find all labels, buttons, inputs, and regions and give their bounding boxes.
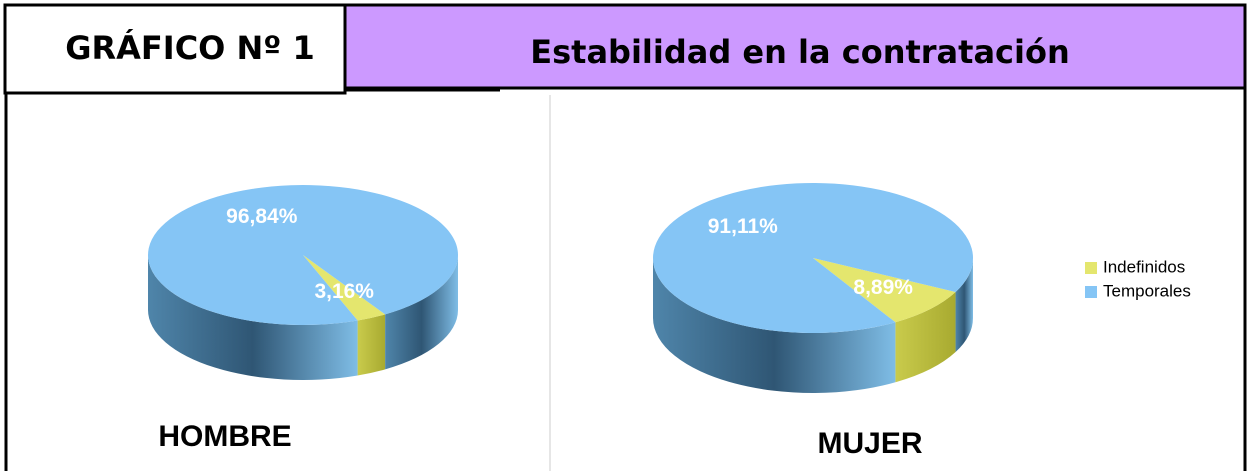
- header-title-box: [343, 3, 1247, 90]
- legend-label: Indefinidos: [1103, 257, 1185, 276]
- pie-side: [895, 292, 956, 383]
- data-label: 96,84%: [226, 205, 298, 228]
- pie-slice: [147, 185, 459, 326]
- chart-title: HOMBRE: [158, 420, 291, 453]
- pie-side: [385, 255, 458, 370]
- header-number: GRÁFICO Nº 1: [65, 29, 315, 67]
- pie-slice: [303, 255, 386, 321]
- pie-side: [653, 258, 896, 393]
- data-label: 8,89%: [853, 276, 913, 299]
- legend-swatch: [1085, 262, 1097, 274]
- header-title: Estabilidad en la contratación: [530, 33, 1069, 71]
- data-label: 3,16%: [314, 280, 374, 303]
- pie-slice: [813, 258, 956, 323]
- data-label: 91,11%: [708, 215, 778, 238]
- pie-slice: [653, 183, 973, 334]
- pie-side: [357, 314, 386, 376]
- pie-side: [955, 258, 973, 353]
- header-number-box: [3, 3, 347, 95]
- legend-swatch: [1085, 286, 1097, 298]
- legend-label: Temporales: [1103, 281, 1191, 300]
- pie-side: [148, 255, 358, 380]
- chart-title: MUJER: [817, 427, 922, 460]
